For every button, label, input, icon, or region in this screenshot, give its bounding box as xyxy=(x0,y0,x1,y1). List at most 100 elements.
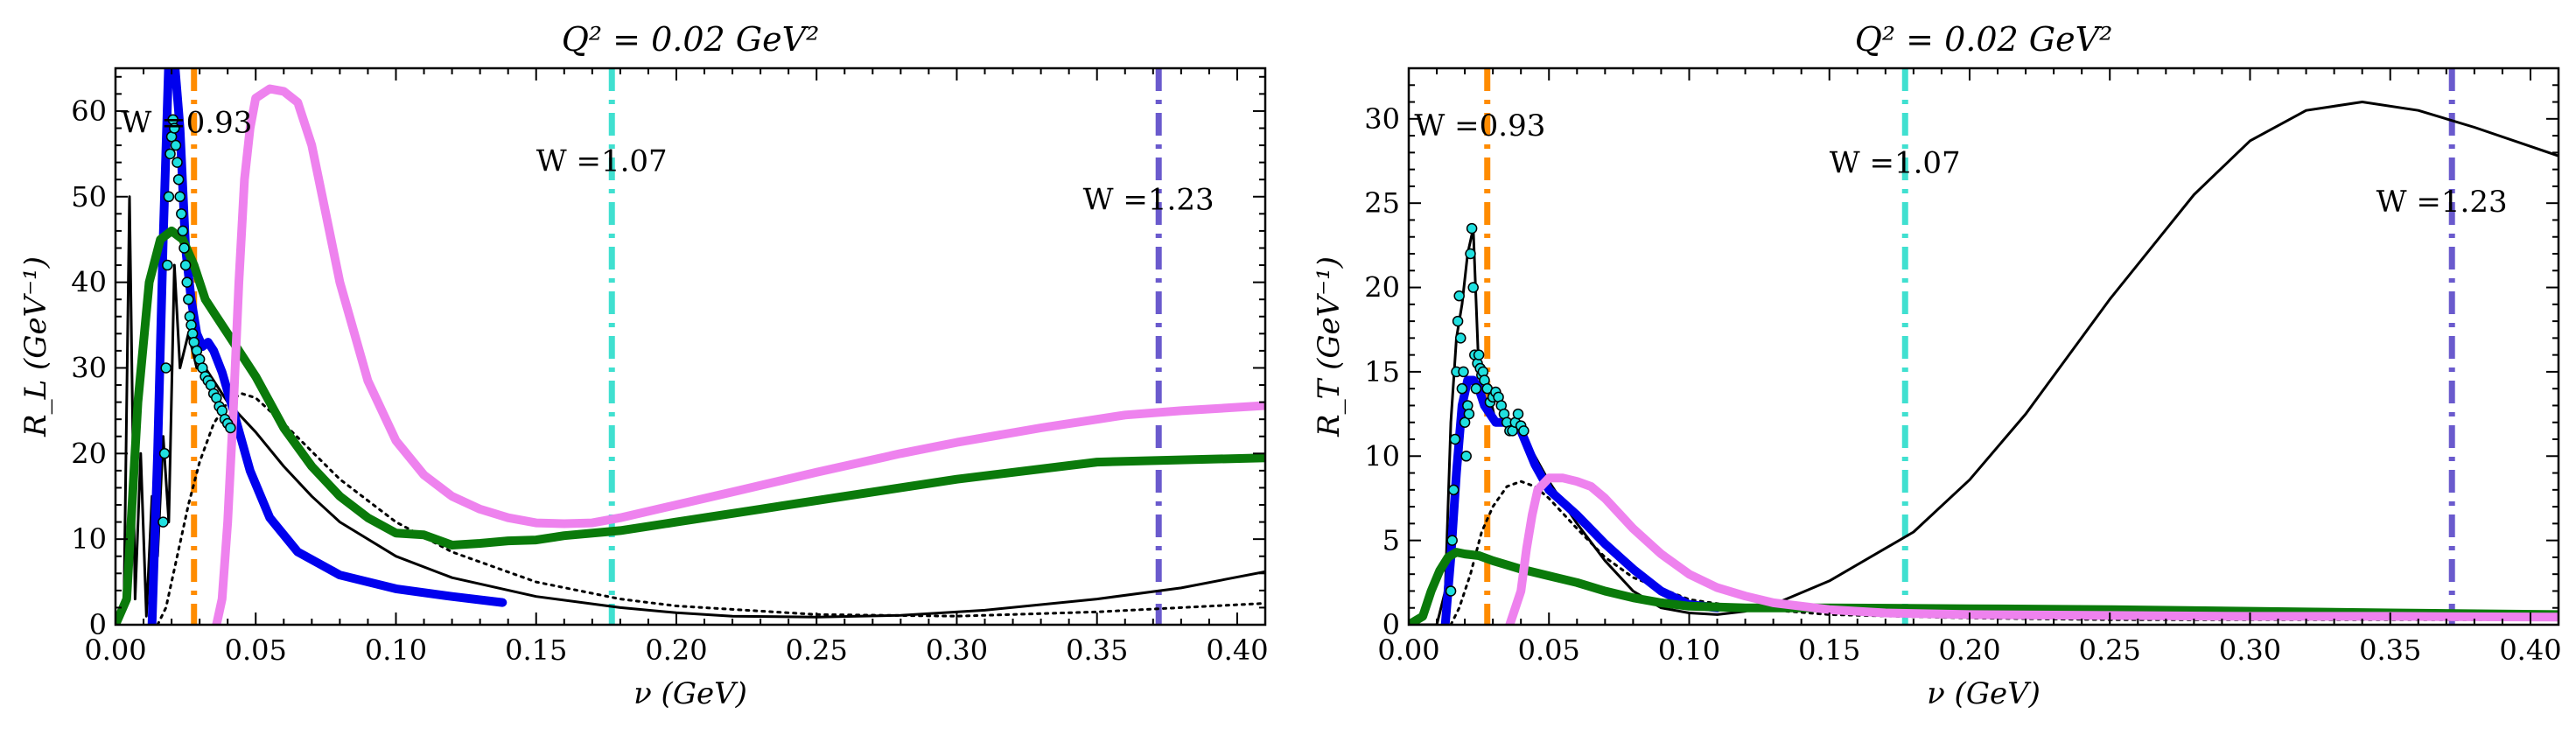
data-point-rt-3 xyxy=(1449,433,1461,445)
data-point-rt-10 xyxy=(1459,416,1471,428)
data-point-rt-14 xyxy=(1465,248,1476,260)
plot-marks-rl xyxy=(116,68,1265,625)
y-tick-label-rl-2: 20 xyxy=(71,437,107,470)
series-line-rl-1 xyxy=(156,392,1265,625)
x-tick-label-rl-3: 0.15 xyxy=(505,634,567,667)
x-tick-label-rl-0: 0.00 xyxy=(84,634,146,667)
y-tick-label-rt-1: 5 xyxy=(1382,524,1400,557)
x-tick-label-rt-7: 0.35 xyxy=(2359,634,2421,667)
vline-label-rt-1: W =1.07 xyxy=(1830,145,1961,180)
vline-labels-rl: W =0.93 W =1.07 W =1.23 xyxy=(121,105,1214,217)
data-point-rl-18 xyxy=(183,293,194,305)
data-point-rt-6 xyxy=(1453,290,1465,302)
x-axis-label-rt: ν (GeV) xyxy=(1927,676,2040,711)
data-point-rt-5 xyxy=(1452,315,1464,327)
plot-frame-rl xyxy=(114,66,1267,626)
data-point-rl-8 xyxy=(169,122,180,134)
data-point-rt-38 xyxy=(1518,425,1530,437)
y-tick-label-rl-4: 40 xyxy=(71,266,107,299)
y-tick-label-rl-6: 60 xyxy=(71,94,107,128)
tick-labels-rl: 0.00 0.05 0.10 0.15 0.20 0.25 0.30 0.35 0.40 0 10 2… xyxy=(71,94,1268,667)
y-tick-label-rt-5: 25 xyxy=(1364,186,1400,220)
data-point-rt-16 xyxy=(1467,282,1479,293)
x-tick-label-rt-5: 0.25 xyxy=(2079,634,2141,667)
data-point-rt-36 xyxy=(1512,408,1524,420)
data-point-rl-3 xyxy=(162,259,173,271)
x-tick-label-rl-6: 0.30 xyxy=(926,634,988,667)
data-point-rt-11 xyxy=(1460,451,1472,462)
x-tick-label-rl-5: 0.25 xyxy=(786,634,848,667)
axis-ticks-rl xyxy=(115,68,1266,626)
series-line-rt-2 xyxy=(1440,375,1722,625)
panel-rl: 0.00 0.05 0.10 0.15 0.20 0.25 0.30 0.35 0.40 0 10 2… xyxy=(18,20,1269,711)
x-tick-label-rl-7: 0.35 xyxy=(1066,634,1128,667)
y-tick-label-rl-3: 30 xyxy=(71,351,107,384)
x-axis-label-rl: ν (GeV) xyxy=(634,676,747,711)
vline-label-rl-1: W =1.07 xyxy=(536,144,668,178)
plot-area-rl xyxy=(116,68,1265,625)
x-tick-label-rt-1: 0.05 xyxy=(1518,634,1580,667)
x-tick-label-rt-6: 0.30 xyxy=(2219,634,2281,667)
y-tick-label-rt-0: 0 xyxy=(1382,608,1400,641)
x-tick-label-rt-0: 0.00 xyxy=(1377,634,1439,667)
series-line-rt-4 xyxy=(1505,473,2558,625)
series-line-rt-0 xyxy=(1409,101,2558,625)
y-tick-label-rt-2: 10 xyxy=(1364,439,1400,472)
series-line-rl-2 xyxy=(147,68,508,625)
data-point-rt-2 xyxy=(1448,484,1460,496)
data-point-rl-14 xyxy=(177,225,189,237)
series-line-rl-3 xyxy=(116,226,1265,625)
data-point-rl-2 xyxy=(160,362,172,374)
data-point-rl-1 xyxy=(158,448,171,459)
x-tick-label-rt-3: 0.15 xyxy=(1798,634,1860,667)
data-point-rt-9 xyxy=(1458,366,1469,378)
panel-rt: 0.00 0.05 0.10 0.15 0.20 0.25 0.30 0.35 0.40 0 5 10… xyxy=(1312,20,2562,711)
data-point-rt-20 xyxy=(1473,349,1485,360)
data-point-rt-8 xyxy=(1456,382,1468,395)
data-point-rl-35 xyxy=(225,422,236,434)
x-tick-label-rt-2: 0.10 xyxy=(1658,634,1720,667)
data-point-rl-16 xyxy=(179,259,192,271)
vline-label-rt-0: W =0.93 xyxy=(1414,108,1545,144)
y-tick-label-rl-0: 0 xyxy=(89,608,107,641)
x-tick-label-rl-2: 0.10 xyxy=(365,634,427,667)
data-point-rt-18 xyxy=(1470,382,1482,395)
y-tick-label-rl-1: 10 xyxy=(71,522,107,556)
series-line-rl-4 xyxy=(212,84,1265,625)
data-point-rl-9 xyxy=(170,139,182,151)
series-line-rl-0 xyxy=(116,195,1265,622)
y-tick-label-rt-4: 20 xyxy=(1364,271,1400,304)
data-point-rl-11 xyxy=(172,173,185,186)
vline-label-rl-2: W =1.23 xyxy=(1083,182,1214,217)
data-point-rt-1 xyxy=(1446,535,1458,546)
y-tick-label-rt-6: 30 xyxy=(1364,102,1400,136)
data-point-rt-15 xyxy=(1466,222,1478,234)
plot-area-rt xyxy=(1409,68,2558,625)
x-tick-label-rt-4: 0.20 xyxy=(1938,634,2000,667)
data-point-rt-0 xyxy=(1445,585,1457,597)
data-point-rl-12 xyxy=(174,191,186,203)
x-tick-label-rl-8: 0.40 xyxy=(1206,634,1268,667)
chart-title-rt: Q² = 0.02 GeV² xyxy=(1855,20,2113,59)
data-point-rl-17 xyxy=(181,276,192,288)
y-tick-label-rt-3: 15 xyxy=(1364,355,1400,388)
data-point-rl-13 xyxy=(176,208,187,220)
data-point-rt-7 xyxy=(1455,332,1466,344)
vline-label-rt-2: W =1.23 xyxy=(2376,185,2508,220)
plot-frame-rt xyxy=(1407,66,2560,626)
x-tick-label-rl-4: 0.20 xyxy=(645,634,707,667)
data-point-rl-5 xyxy=(164,148,176,160)
y-axis-label-rt: R_T (GeV⁻¹) xyxy=(1312,256,1347,438)
tick-labels-rt: 0.00 0.05 0.10 0.15 0.20 0.25 0.30 0.35 0.40 0 5 10… xyxy=(1364,102,2561,667)
chart-title-rl: Q² = 0.02 GeV² xyxy=(562,20,820,59)
x-tick-label-rl-1: 0.05 xyxy=(225,634,287,667)
x-tick-label-rt-8: 0.40 xyxy=(2499,634,2561,667)
axis-ticks-rt xyxy=(1408,67,2559,626)
data-point-rl-4 xyxy=(163,191,175,203)
y-tick-label-rl-5: 50 xyxy=(71,180,107,214)
data-point-rl-15 xyxy=(178,242,190,254)
vline-label-rl-0: W =0.93 xyxy=(121,105,252,140)
data-point-rl-10 xyxy=(172,157,183,168)
y-axis-label-rl: R_L (GeV⁻¹) xyxy=(18,256,53,438)
